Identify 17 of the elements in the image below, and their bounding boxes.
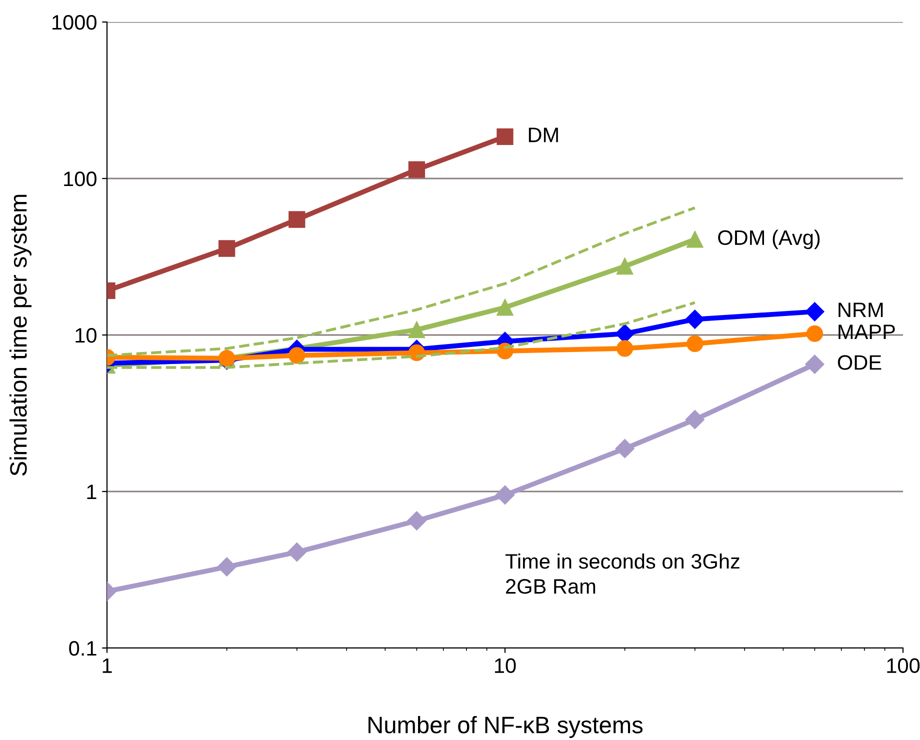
annotation: 2GB Ram <box>506 579 596 594</box>
y-tick-label: 0.1 <box>69 641 96 656</box>
series-label: MAPP <box>838 324 895 340</box>
y-tick-label: 1000 <box>52 15 96 30</box>
x-tick-label: 100 <box>887 658 920 674</box>
y-tick-label: 1 <box>87 484 96 500</box>
series-label: ODM (Avg) <box>718 230 820 250</box>
series-label: NRM <box>838 302 883 318</box>
x-axis-title: Number of NF-κB systems <box>368 716 643 738</box>
series-label: ODE <box>838 355 882 370</box>
y-tick-label: 10 <box>76 328 96 343</box>
annotation: Time in seconds on 3Ghz <box>505 553 740 569</box>
x-tick-label: 1 <box>102 658 112 673</box>
x-tick-label: 10 <box>495 658 516 674</box>
y-tick-label: 100 <box>64 172 96 186</box>
y-axis-title: Simulation time per system <box>9 194 32 476</box>
series-label: DM <box>528 128 558 142</box>
